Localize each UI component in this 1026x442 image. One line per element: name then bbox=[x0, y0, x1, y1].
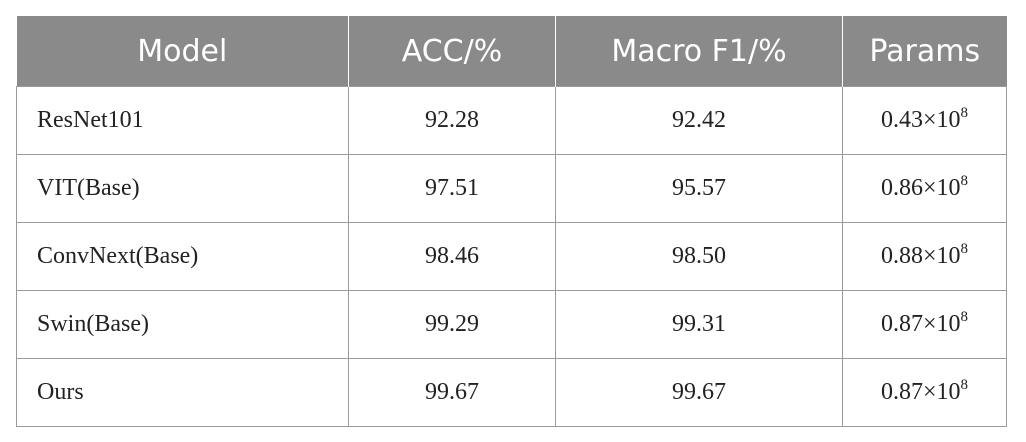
f1-cell: 95.57 bbox=[555, 154, 843, 223]
model-cell: Ours bbox=[16, 358, 349, 427]
header-macro-f1: Macro F1/% bbox=[555, 16, 843, 87]
header-row: Model ACC/% Macro F1/% Params bbox=[16, 16, 1007, 87]
table-row: VIT(Base) 97.51 95.57 0.86×108 bbox=[16, 154, 1007, 223]
table-row: Ours 99.67 99.67 0.87×108 bbox=[16, 358, 1007, 427]
model-cell: VIT(Base) bbox=[16, 154, 349, 223]
params-base: 0.43×10 bbox=[880, 107, 961, 133]
f1-cell: 98.50 bbox=[555, 222, 843, 291]
params-cell: 0.86×108 bbox=[842, 154, 1007, 223]
f1-cell: 99.31 bbox=[555, 290, 843, 359]
params-base: 0.86×10 bbox=[880, 175, 961, 201]
header-params: Params bbox=[842, 16, 1007, 87]
params-exponent: 8 bbox=[960, 173, 969, 189]
table-row: ConvNext(Base) 98.46 98.50 0.88×108 bbox=[16, 222, 1007, 291]
acc-cell: 98.46 bbox=[348, 222, 556, 291]
params-cell: 0.87×108 bbox=[842, 290, 1007, 359]
table-header: Model ACC/% Macro F1/% Params bbox=[16, 16, 1007, 87]
model-cell: ConvNext(Base) bbox=[16, 222, 349, 291]
params-exponent: 8 bbox=[960, 309, 969, 325]
params-base: 0.87×10 bbox=[880, 379, 961, 405]
params-base: 0.87×10 bbox=[880, 311, 961, 337]
results-table-container: Model ACC/% Macro F1/% Params ResNet101 … bbox=[16, 16, 1007, 427]
params-exponent: 8 bbox=[960, 105, 969, 121]
f1-cell: 99.67 bbox=[555, 358, 843, 427]
model-cell: ResNet101 bbox=[16, 86, 349, 155]
table-row: ResNet101 92.28 92.42 0.43×108 bbox=[16, 86, 1007, 155]
model-cell: Swin(Base) bbox=[16, 290, 349, 359]
params-cell: 0.43×108 bbox=[842, 86, 1007, 155]
params-exponent: 8 bbox=[960, 377, 969, 393]
params-cell: 0.88×108 bbox=[842, 222, 1007, 291]
header-model: Model bbox=[16, 16, 349, 87]
f1-cell: 92.42 bbox=[555, 86, 843, 155]
params-exponent: 8 bbox=[960, 241, 969, 257]
acc-cell: 99.29 bbox=[348, 290, 556, 359]
table-row: Swin(Base) 99.29 99.31 0.87×108 bbox=[16, 290, 1007, 359]
table-body: ResNet101 92.28 92.42 0.43×108 VIT(Base)… bbox=[16, 86, 1007, 427]
params-cell: 0.87×108 bbox=[842, 358, 1007, 427]
acc-cell: 92.28 bbox=[348, 86, 556, 155]
acc-cell: 97.51 bbox=[348, 154, 556, 223]
header-acc: ACC/% bbox=[348, 16, 556, 87]
params-base: 0.88×10 bbox=[880, 243, 961, 269]
acc-cell: 99.67 bbox=[348, 358, 556, 427]
results-table: Model ACC/% Macro F1/% Params ResNet101 … bbox=[16, 16, 1007, 427]
